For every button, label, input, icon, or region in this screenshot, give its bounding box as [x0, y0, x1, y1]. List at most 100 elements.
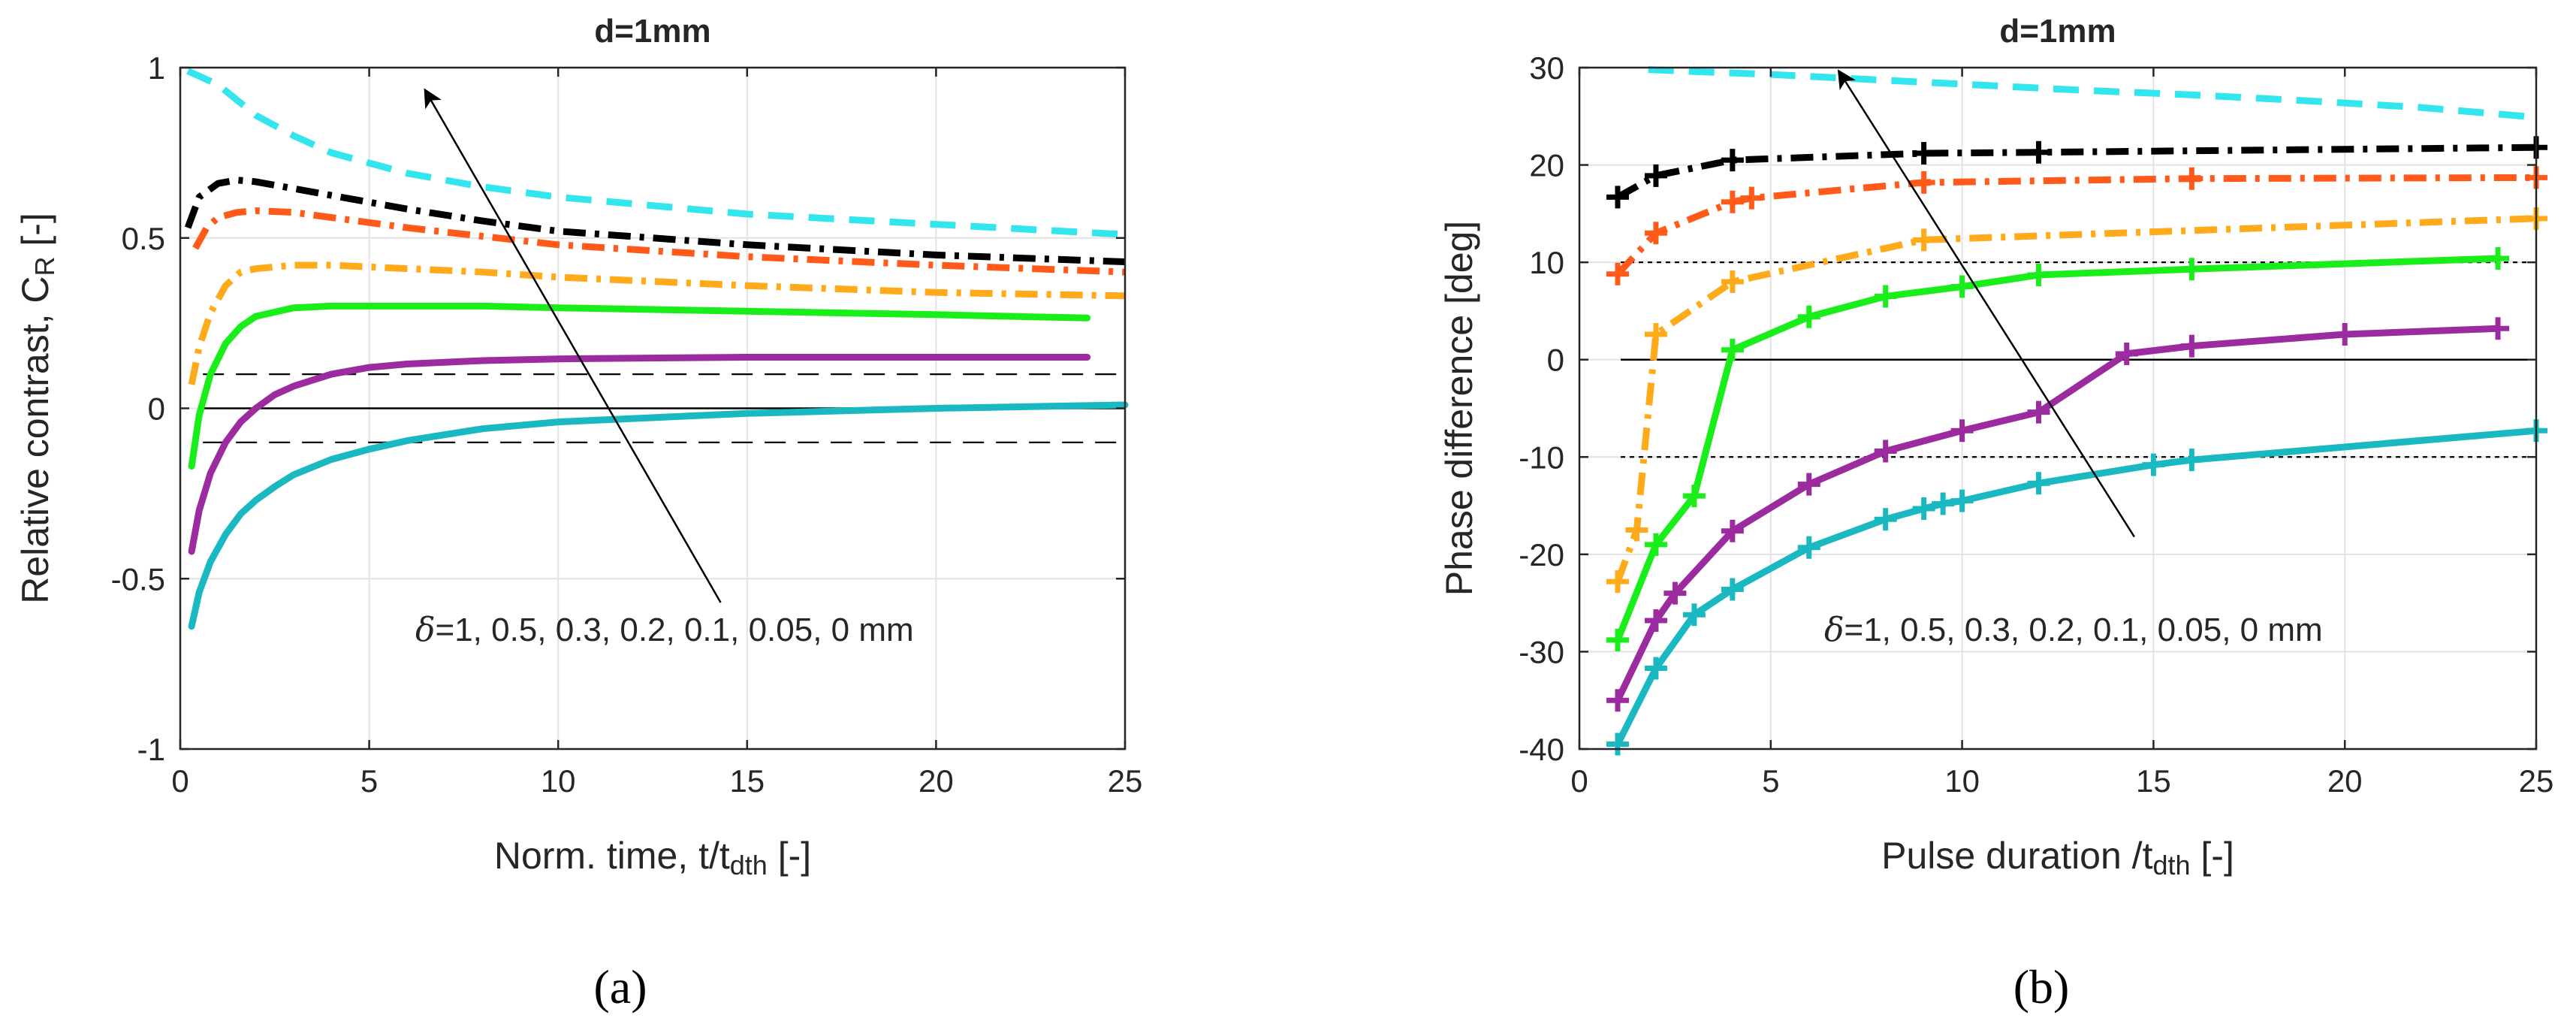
chart-b-series-6-marker: [1606, 732, 1629, 756]
chart-a-ytick-label: 0: [148, 391, 165, 427]
chart-a-panel-label: (a): [593, 960, 647, 1013]
chart-b-series-2-marker: [1721, 190, 1744, 213]
chart-b-xtick-label: 0: [1570, 763, 1588, 799]
chart-b-ytick-label: -10: [1519, 439, 1564, 475]
chart-b-series-4-marker: [1797, 305, 1820, 328]
chart-b-series-5-marker: [1606, 689, 1629, 712]
chart-b-series-5-marker: [1644, 609, 1667, 632]
chart-relative-contrast: 0 5 10 15 20 25 -1 -0.5 0 0.5 1 d=1mm Norm. time, t/…: [14, 13, 1142, 1013]
chart-a-series-5-line: [188, 354, 1091, 555]
chart-b-xtick-label: 20: [2327, 763, 2363, 799]
chart-b-series-1-marker: [1606, 186, 1629, 209]
chart-a-ytick-label: -0.5: [111, 561, 165, 597]
chart-b-series-2-marker: [1644, 222, 1667, 245]
chart-b-series-6-marker: [1797, 536, 1820, 559]
chart-b-series-5-marker: [2115, 342, 2138, 365]
chart-b-series-5-marker: [1664, 581, 1687, 605]
chart-a-xtick-label: 20: [918, 763, 954, 799]
chart-b-ytick-label: -30: [1519, 634, 1564, 669]
chart-b-series-4-marker: [1721, 338, 1744, 361]
chart-b-series-5-marker: [1950, 419, 1974, 443]
chart-b-series-4-marker: [1606, 628, 1629, 651]
chart-b-series-6-marker: [1950, 489, 1974, 512]
chart-b-series-4-marker: [1682, 485, 1706, 508]
chart-b-xtick-label: 5: [1762, 763, 1779, 799]
chart-b-series-6-marker: [2027, 472, 2050, 495]
chart-b-xtick-label: 15: [2136, 763, 2171, 799]
chart-a-xtick-label: 10: [541, 763, 576, 799]
chart-b-ytick-label: 10: [1529, 245, 1564, 280]
chart-a-ytick-label: 0.5: [122, 221, 165, 256]
chart-a-ytick-label: 1: [148, 50, 165, 86]
chart-b-series-6-marker: [1912, 497, 1935, 520]
chart-b-series-4-marker: [2487, 246, 2510, 270]
chart-b-ytick-label: 30: [1529, 50, 1564, 86]
chart-a-annotation-arrow: [424, 88, 722, 603]
chart-a-xlabel: Norm. time, t/tdth [-]: [494, 835, 811, 880]
chart-b-series-4-marker: [1644, 533, 1667, 556]
chart-a-title: d=1mm: [594, 13, 710, 50]
chart-b-series-1-marker: [1721, 149, 1744, 172]
chart-a-xtick-label: 0: [171, 763, 189, 799]
chart-b-series-1-line: [1615, 143, 2537, 201]
chart-a-xtick-label: 25: [1108, 763, 1143, 799]
chart-b-series-5-marker: [2180, 334, 2203, 358]
chart-b-xlabel: Pulse duration /tdth [-]: [1881, 835, 2234, 880]
chart-b-panel-label: (b): [2013, 960, 2070, 1013]
chart-b-annotation-label: δ=1, 0.5, 0.3, 0.2, 0.1, 0.05, 0 mm: [1824, 611, 2323, 649]
chart-b-series-4-marker: [2027, 263, 2050, 286]
chart-b-series-1-marker: [1644, 164, 1667, 187]
chart-b-xtick-label: 10: [1944, 763, 1980, 799]
chart-b-series-2-marker: [2180, 167, 2203, 190]
chart-b-xtick-label: 25: [2519, 763, 2554, 799]
chart-b-ytick-label: -40: [1519, 732, 1564, 767]
chart-b-series-1-marker: [2027, 140, 2050, 164]
chart-b-series-3-marker: [1912, 228, 1935, 252]
chart-b-ytick-label: -20: [1519, 537, 1564, 572]
chart-b-series-3-marker: [1721, 270, 1744, 294]
chart-b-series-4-line: [1614, 255, 2502, 644]
chart-b-series-3-marker: [1644, 323, 1667, 346]
chart-b-series-5-marker: [2027, 400, 2050, 424]
chart-b-series-4-marker: [1874, 285, 1897, 308]
chart-a-series-0-line: [186, 68, 1126, 238]
chart-b-series-6-marker: [1932, 492, 1955, 515]
chart-b-series-6-marker: [1682, 603, 1706, 627]
chart-b-series-5-line: [1614, 325, 2502, 704]
chart-b-series-3-marker: [1625, 518, 1648, 542]
chart-b-series-4-marker: [1950, 275, 1974, 298]
chart-b-series-5-marker: [1797, 473, 1820, 496]
chart-a-series-6-line: [188, 401, 1129, 630]
chart-b-series-6-marker: [2142, 453, 2165, 476]
chart-a-series-3-line: [188, 261, 1126, 385]
chart-b-series-6-line: [1614, 427, 2540, 748]
chart-a-ylabel: Relative contrast, CR [-]: [14, 213, 60, 604]
chart-b-series-2-marker: [1606, 262, 1629, 285]
chart-b-series-5-marker: [2487, 317, 2510, 340]
chart-b-series-6-marker: [1874, 508, 1897, 531]
chart-a-xtick-label: 5: [360, 763, 378, 799]
chart-b-series-3-line: [1614, 215, 2537, 583]
chart-b-series-1-marker: [1912, 142, 1935, 165]
chart-b-series-6-marker: [2180, 449, 2203, 472]
chart-b-ytick-label: 20: [1529, 148, 1564, 183]
chart-b-ytick-label: 0: [1547, 343, 1564, 378]
chart-b-series-2-marker: [1740, 186, 1763, 210]
chart-b-series-4-marker: [2180, 258, 2203, 281]
chart-a-ytick-label: -1: [137, 732, 165, 767]
chart-a-series-1-line: [184, 177, 1126, 265]
chart-b-series-6-marker: [1644, 657, 1667, 680]
chart-phase-difference: 0 5 10 15 20 25 -40 -30 -20 -10 0 10 20 30 d=1mm Pulse …: [1438, 13, 2553, 1013]
chart-b-series-5-marker: [1874, 439, 1897, 463]
chart-b-annotation-arrow: [1837, 69, 2135, 538]
chart-a-series-2-line: [192, 207, 1126, 276]
chart-b-axes-box: [1578, 66, 2538, 751]
chart-b-series-5-marker: [2333, 323, 2357, 346]
chart-b-series-6-marker: [1721, 578, 1744, 601]
chart-a-xtick-label: 15: [729, 763, 765, 799]
chart-b-series-0-line: [1648, 66, 2537, 121]
chart-b-series-2-marker: [1912, 171, 1935, 194]
chart-a-annotation-label: δ=1, 0.5, 0.3, 0.2, 0.1, 0.05, 0 mm: [415, 611, 914, 649]
chart-b-series-3-marker: [1606, 570, 1629, 594]
